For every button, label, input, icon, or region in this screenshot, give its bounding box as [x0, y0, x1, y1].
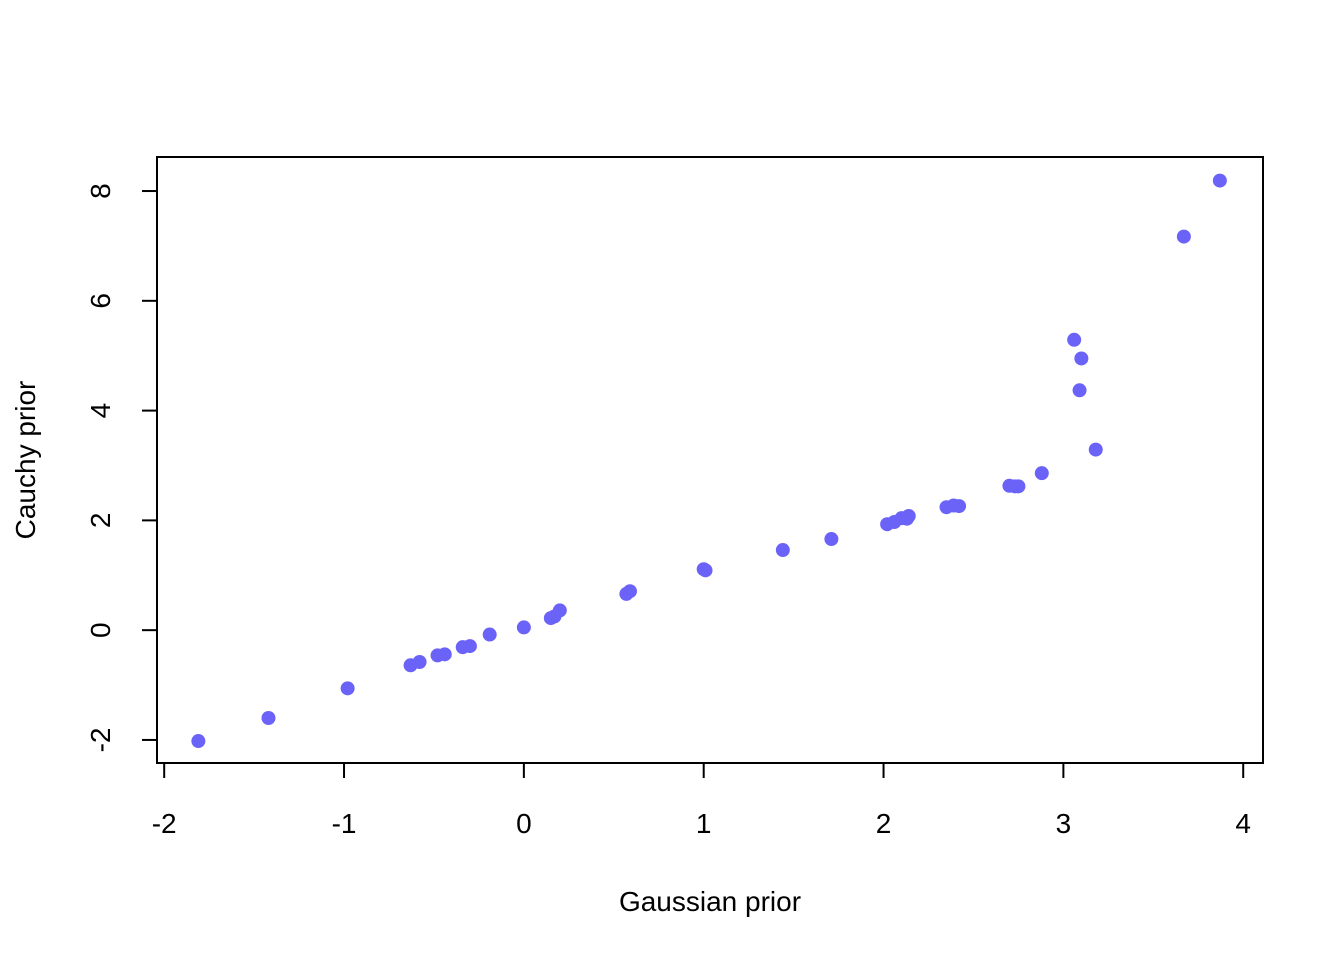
data-point	[1212, 173, 1227, 188]
data-point	[1176, 229, 1191, 244]
x-axis-title: Gaussian prior	[619, 886, 801, 917]
data-point	[1074, 351, 1089, 366]
y-tick-label: 0	[85, 622, 116, 638]
data-point	[1034, 466, 1049, 481]
data-point	[1072, 383, 1087, 398]
data-point	[952, 499, 967, 514]
y-tick-label: 2	[85, 513, 116, 529]
data-point	[1067, 332, 1082, 347]
data-point	[552, 603, 567, 618]
data-points	[191, 173, 1227, 749]
data-point	[516, 620, 531, 635]
y-axis: -2 0 2 4 6 8	[85, 183, 158, 752]
y-tick-label: -2	[85, 727, 116, 752]
data-point	[824, 532, 839, 547]
x-tick-label: 2	[876, 808, 892, 839]
x-tick-label: 3	[1056, 808, 1072, 839]
data-point	[462, 639, 477, 654]
data-point	[261, 710, 276, 725]
data-point	[437, 647, 452, 662]
data-point	[622, 584, 637, 599]
x-tick-label: 4	[1235, 808, 1251, 839]
x-tick-label: -2	[152, 808, 177, 839]
data-point	[775, 543, 790, 558]
data-point	[901, 508, 916, 523]
x-axis: -2 -1 0 1 2 3 4	[152, 762, 1251, 839]
y-tick-label: 6	[85, 293, 116, 309]
x-tick-label: -1	[332, 808, 357, 839]
x-tick-label: 1	[696, 808, 712, 839]
y-axis-title: Cauchy prior	[10, 381, 41, 540]
data-point	[340, 681, 355, 696]
y-tick-label: 4	[85, 403, 116, 419]
data-point	[1011, 479, 1026, 494]
x-tick-label: 0	[516, 808, 532, 839]
y-tick-label: 8	[85, 183, 116, 199]
data-point	[191, 734, 206, 749]
data-point	[412, 655, 427, 669]
data-point	[698, 563, 713, 578]
plot-frame	[156, 156, 1264, 764]
data-point	[482, 627, 497, 642]
data-point	[1088, 442, 1103, 457]
